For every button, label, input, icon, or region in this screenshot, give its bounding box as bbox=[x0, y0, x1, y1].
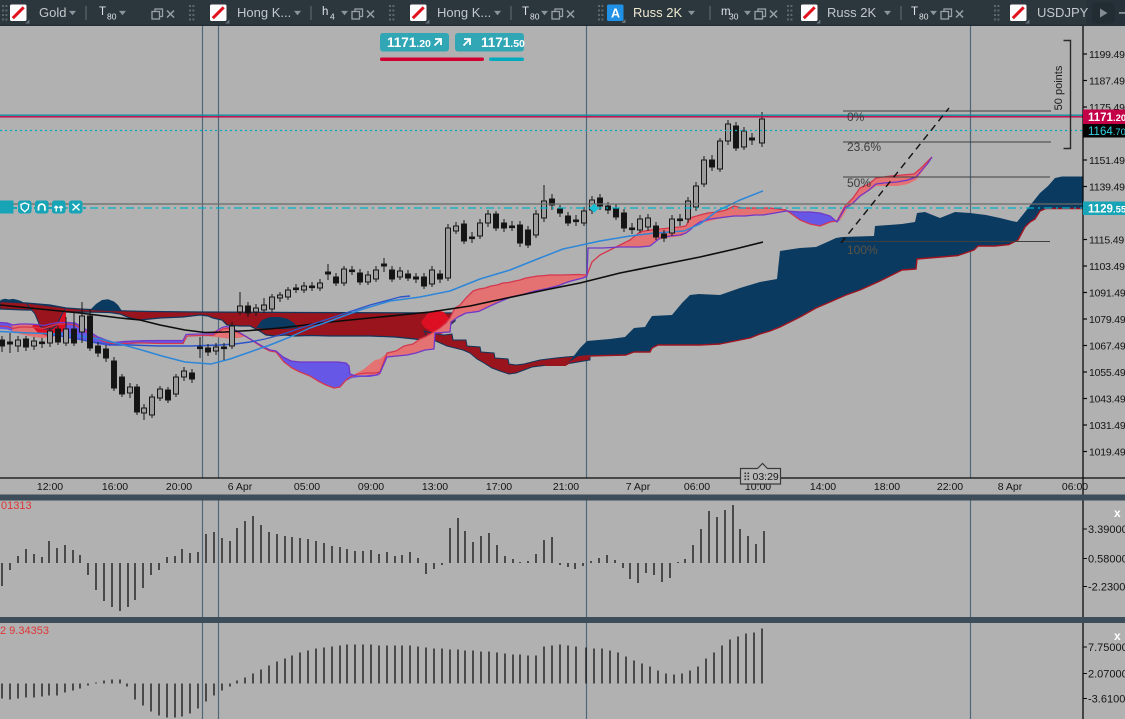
svg-text:16:00: 16:00 bbox=[102, 481, 128, 493]
svg-text:30: 30 bbox=[729, 12, 739, 22]
svg-text:1055.49: 1055.49 bbox=[1089, 367, 1125, 379]
svg-text:6 Apr: 6 Apr bbox=[228, 481, 253, 493]
svg-text:A: A bbox=[611, 7, 620, 21]
svg-text:x: x bbox=[1114, 629, 1121, 643]
svg-text:1171.20: 1171.20 bbox=[1088, 112, 1125, 124]
svg-text:1079.49: 1079.49 bbox=[1089, 314, 1125, 326]
svg-text:13:00: 13:00 bbox=[422, 481, 448, 493]
svg-text:12:00: 12:00 bbox=[37, 481, 63, 493]
svg-text:1115.49: 1115.49 bbox=[1089, 235, 1124, 247]
svg-text:4: 4 bbox=[330, 12, 335, 22]
svg-text:23.6%: 23.6% bbox=[847, 140, 881, 154]
svg-text:T: T bbox=[522, 6, 529, 18]
svg-text:22:00: 22:00 bbox=[937, 481, 963, 493]
svg-text:0.58000: 0.58000 bbox=[1088, 554, 1125, 566]
svg-text:50%: 50% bbox=[847, 176, 871, 190]
svg-text:h: h bbox=[322, 6, 328, 18]
svg-text:1171.50: 1171.50 bbox=[481, 35, 525, 50]
svg-text:100%: 100% bbox=[847, 243, 878, 257]
svg-text:7 Apr: 7 Apr bbox=[626, 481, 651, 493]
svg-text:1164.70: 1164.70 bbox=[1088, 126, 1125, 138]
svg-text:80: 80 bbox=[919, 12, 929, 22]
svg-text:03:29: 03:29 bbox=[753, 471, 779, 483]
svg-text:20:00: 20:00 bbox=[166, 481, 192, 493]
svg-text:1129.55: 1129.55 bbox=[1088, 203, 1125, 215]
svg-text:1171.20: 1171.20 bbox=[387, 35, 431, 50]
svg-text:06:00: 06:00 bbox=[684, 481, 710, 493]
svg-text:21:00: 21:00 bbox=[553, 481, 579, 493]
svg-text:1187.49: 1187.49 bbox=[1089, 76, 1125, 88]
svg-text:USDJPY: USDJPY bbox=[1037, 5, 1089, 20]
svg-text:1199.49: 1199.49 bbox=[1089, 49, 1125, 61]
svg-text:3.39000: 3.39000 bbox=[1088, 524, 1125, 536]
svg-text:80: 80 bbox=[530, 12, 540, 22]
svg-text:1091.49: 1091.49 bbox=[1089, 288, 1125, 300]
svg-text:T: T bbox=[99, 6, 106, 18]
svg-text:01313: 01313 bbox=[1, 500, 32, 512]
svg-text:1067.49: 1067.49 bbox=[1089, 341, 1125, 353]
svg-text:1019.49: 1019.49 bbox=[1089, 447, 1125, 459]
svg-text:m: m bbox=[721, 6, 731, 18]
svg-text:Gold: Gold bbox=[39, 5, 66, 20]
svg-text:1103.49: 1103.49 bbox=[1089, 261, 1125, 273]
svg-text:2 9.34353: 2 9.34353 bbox=[0, 625, 49, 637]
svg-text:2.07000: 2.07000 bbox=[1088, 669, 1125, 681]
svg-text:17:00: 17:00 bbox=[486, 481, 512, 493]
svg-text:1043.49: 1043.49 bbox=[1089, 394, 1125, 406]
svg-text:Hong K...: Hong K... bbox=[437, 5, 491, 20]
svg-text:x: x bbox=[1114, 506, 1121, 520]
svg-text:Russ 2K: Russ 2K bbox=[633, 5, 682, 20]
svg-text:8 Apr: 8 Apr bbox=[998, 481, 1023, 493]
svg-text:-3.61000: -3.61000 bbox=[1088, 694, 1125, 706]
svg-text:80: 80 bbox=[107, 12, 117, 22]
svg-text:7.75000: 7.75000 bbox=[1088, 642, 1125, 654]
svg-text:06:00: 06:00 bbox=[1062, 481, 1088, 493]
svg-text:-2.23000: -2.23000 bbox=[1088, 582, 1125, 594]
svg-text:1031.49: 1031.49 bbox=[1089, 420, 1125, 432]
svg-text:05:00: 05:00 bbox=[294, 481, 320, 493]
svg-text:1151.49: 1151.49 bbox=[1089, 155, 1125, 167]
svg-text:50 points: 50 points bbox=[1053, 65, 1065, 110]
svg-text:09:00: 09:00 bbox=[358, 481, 384, 493]
svg-text:14:00: 14:00 bbox=[810, 481, 836, 493]
svg-text:0%: 0% bbox=[847, 110, 865, 124]
svg-text:Hong K...: Hong K... bbox=[237, 5, 291, 20]
svg-text:1139.49: 1139.49 bbox=[1089, 182, 1125, 194]
svg-text:Russ 2K: Russ 2K bbox=[827, 5, 876, 20]
svg-text:18:00: 18:00 bbox=[874, 481, 900, 493]
svg-text:T: T bbox=[911, 6, 918, 18]
